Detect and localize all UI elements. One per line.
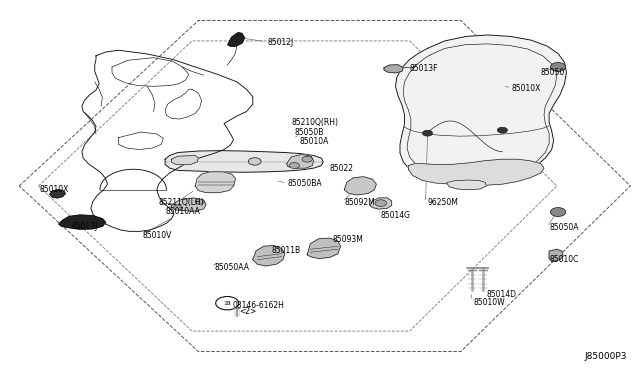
Text: 85010C: 85010C [549, 255, 579, 264]
Text: 85010V: 85010V [142, 231, 172, 240]
Text: 85050B: 85050B [294, 128, 324, 137]
Text: 85012J: 85012J [268, 38, 294, 46]
Circle shape [173, 205, 182, 210]
Text: 85050AA: 85050AA [214, 263, 250, 272]
Circle shape [375, 200, 387, 206]
Text: 85050: 85050 [541, 68, 565, 77]
Polygon shape [287, 154, 314, 168]
Text: 85013F: 85013F [410, 64, 438, 73]
Circle shape [550, 208, 566, 217]
Text: 85010W: 85010W [474, 298, 505, 307]
Polygon shape [172, 155, 198, 164]
Text: J85000P3: J85000P3 [585, 352, 627, 361]
Circle shape [422, 130, 433, 136]
Polygon shape [50, 190, 65, 198]
Circle shape [550, 62, 566, 71]
Polygon shape [253, 246, 285, 266]
Text: 96250M: 96250M [428, 198, 458, 207]
Text: 85050A: 85050A [549, 223, 579, 232]
Text: 85013J: 85013J [72, 222, 98, 231]
Text: 85211Q(LH): 85211Q(LH) [158, 198, 204, 207]
Text: 85022: 85022 [330, 164, 354, 173]
Text: 85050BA: 85050BA [288, 179, 323, 188]
Text: 08146-6162H: 08146-6162H [233, 301, 285, 310]
Polygon shape [344, 177, 376, 195]
Polygon shape [228, 33, 244, 46]
Circle shape [248, 158, 261, 165]
Text: 85010X: 85010X [512, 84, 541, 93]
Polygon shape [447, 180, 486, 190]
Circle shape [302, 156, 312, 162]
Polygon shape [165, 151, 323, 172]
Circle shape [497, 127, 508, 133]
Polygon shape [370, 198, 392, 209]
Text: 85010A: 85010A [300, 137, 329, 146]
Polygon shape [307, 238, 340, 259]
Polygon shape [384, 65, 403, 73]
Text: 85092M: 85092M [344, 198, 375, 207]
Text: 85010AA: 85010AA [165, 207, 200, 216]
Polygon shape [408, 159, 544, 185]
Circle shape [289, 163, 300, 169]
Text: 85010X: 85010X [40, 185, 69, 194]
Text: 85210Q(RH): 85210Q(RH) [291, 118, 338, 127]
Text: 18: 18 [223, 301, 231, 306]
Text: 85011B: 85011B [271, 246, 301, 255]
Text: 85014G: 85014G [380, 211, 410, 220]
Polygon shape [549, 249, 563, 261]
Polygon shape [59, 215, 106, 229]
Text: 85014D: 85014D [486, 290, 516, 299]
Text: 85093M: 85093M [333, 235, 364, 244]
Text: <2>: <2> [239, 307, 257, 316]
Polygon shape [195, 172, 236, 193]
Polygon shape [396, 35, 566, 184]
Polygon shape [172, 198, 206, 211]
Circle shape [195, 199, 204, 204]
